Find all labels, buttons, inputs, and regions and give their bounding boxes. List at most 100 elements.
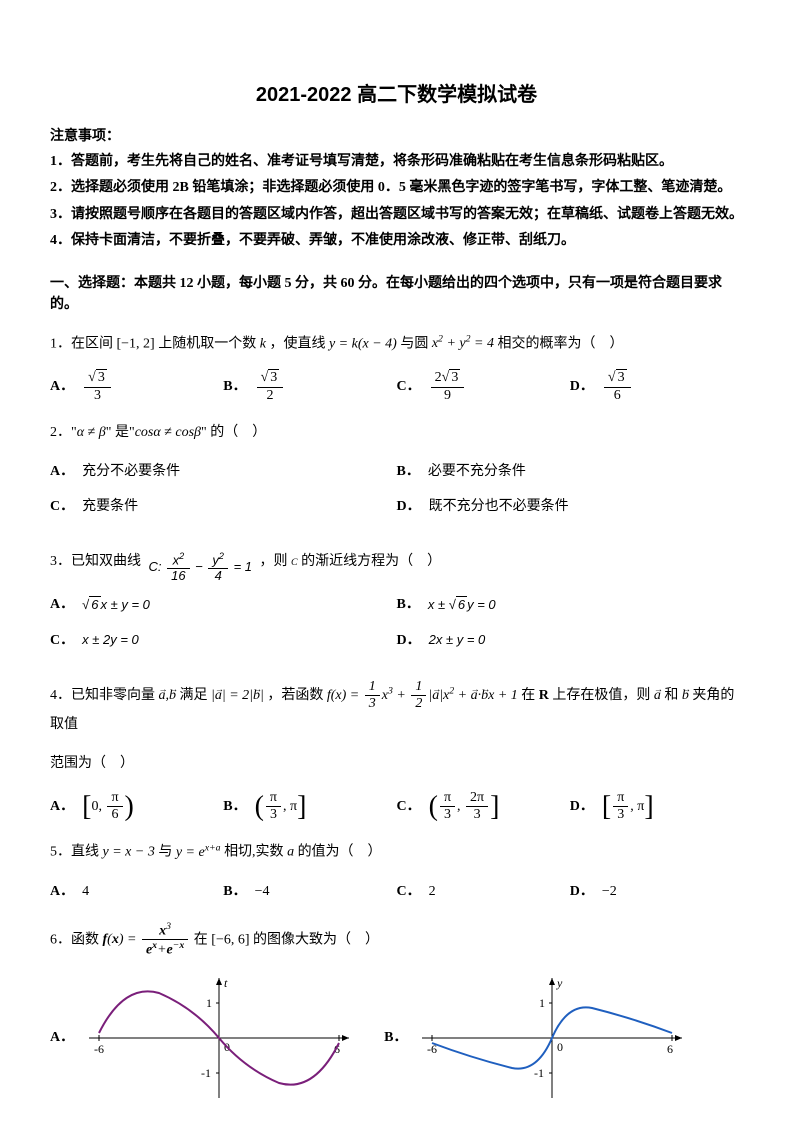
math-vec: b (682, 688, 689, 703)
notice-item: 1．答题前，考生先将自己的姓名、准考证号填写清楚，将条形码准确粘贴在考生信息条形… (50, 151, 743, 173)
q1-stem-part: 相交的概率为（ ） (497, 336, 623, 351)
math-expr: y = ex+a (176, 845, 224, 860)
option-label: B． (397, 592, 420, 617)
q6-stem-part: 在 [−6, 6] 的图像大致为（ ） (194, 932, 379, 947)
question-3: 3．已知双曲线 C: x216 − y24 = 1 ，则 C 的渐近线方程为（ … (50, 545, 743, 663)
q5-stem-part: 5．直线 (50, 845, 99, 860)
svg-text:-1: -1 (201, 1066, 211, 1080)
option-c: C． 充要条件 (50, 494, 397, 519)
notice-item: 2．选择题必须使用 2B 铅笔填涂；非选择题必须使用 0．5 毫米黑色字迹的签字… (50, 177, 743, 199)
option-label: C． (397, 794, 421, 819)
option-label: C． (397, 374, 421, 399)
option-label: D． (570, 374, 594, 399)
option-label: A． (50, 459, 74, 484)
notice-item: 3．请按照题号顺序在各题目的答题区域内作答，超出答题区域书写的答案无效；在草稿纸… (50, 204, 743, 226)
chart-row: A． 1 -1 -6 6 t 0 B． (50, 973, 743, 1103)
math-frac: 32 (257, 370, 284, 403)
option-text: −2 (602, 879, 617, 904)
option-b: B． 必要不充分条件 (397, 459, 744, 484)
svg-text:6: 6 (667, 1042, 673, 1056)
option-label: B． (223, 374, 246, 399)
option-text: 充要条件 (82, 494, 138, 519)
section-header: 一、选择题：本题共 12 小题，每小题 5 分，共 60 分。在每小题给出的四个… (50, 273, 743, 315)
option-label: B． (397, 459, 420, 484)
math-expr: 2x ± y = 0 (429, 628, 486, 651)
option-a: A．充分不必要条件 (50, 459, 397, 484)
math-var: k (260, 336, 270, 351)
q3-stem-part: ，则 (260, 554, 288, 569)
option-label: B． (223, 794, 246, 819)
q1-stem-part: ，使直线 (269, 336, 325, 351)
math-expr: f(x) = x3ex+e−x (103, 932, 194, 947)
q1-stem-part: 1．在区间 [−1, 2] 上随机取一个数 (50, 336, 256, 351)
q3-stem-part: 3．已知双曲线 (50, 554, 141, 569)
option-c: C． 2 (397, 879, 570, 904)
chart-b: 1 -1 -6 6 y 0 (417, 973, 687, 1103)
q4-stem-part: ，若函数 (267, 688, 323, 703)
math-var: C (291, 557, 298, 568)
math-expr: y = k(x − 4) (329, 336, 400, 351)
option-d: D． 36 (570, 370, 743, 403)
notice-item: 4．保持卡面清洁，不要折叠，不要弄破、弄皱，不准使用涂改液、修正带、刮纸刀。 (50, 230, 743, 252)
option-label: B． (223, 879, 246, 904)
option-label: C． (50, 494, 74, 519)
option-d: D． −2 (570, 879, 743, 904)
option-c: C． (π3, 2π3] (397, 790, 570, 823)
option-label: C． (397, 879, 421, 904)
svg-text:1: 1 (539, 996, 545, 1010)
chart-a: 1 -1 -6 6 t 0 (84, 973, 354, 1103)
option-label: C． (50, 628, 74, 653)
option-a: A．4 (50, 879, 223, 904)
q4-stem-part: 在 R 上存在极值，则 (521, 688, 650, 703)
option-a: A． 33 (50, 370, 223, 403)
option-label: A． (50, 374, 74, 399)
option-c: C． 239 (397, 370, 570, 403)
notice-header: 注意事项： (50, 126, 743, 147)
question-1: 1．在区间 [−1, 2] 上随机取一个数 k ，使直线 y = k(x − 4… (50, 331, 743, 404)
math-expr: x ± 2y = 0 (82, 628, 139, 651)
q3-stem-part: 的渐近线方程为（ ） (301, 554, 441, 569)
option-label: D． (397, 494, 421, 519)
q4-stem-line2: 范围为（ ） (50, 751, 743, 776)
option-b: B．−4 (223, 879, 396, 904)
math-vec: a,b (159, 688, 180, 703)
question-2: 2．"α ≠ β" 是"cosα ≠ cosβ" 的（ ） A．充分不必要条件 … (50, 420, 743, 530)
q5-stem-part: 的值为（ ） (298, 845, 382, 860)
question-5: 5．直线 y = x − 3 与 y = ex+a 相切,实数 a 的值为（ ）… (50, 839, 743, 904)
svg-text:1: 1 (206, 996, 212, 1010)
option-text: 必要不充分条件 (428, 459, 526, 484)
math-expr: x2 + y2 = 4 (432, 336, 498, 351)
option-label: A． (50, 592, 74, 617)
option-b-chart: B． 1 -1 -6 6 y 0 (384, 973, 687, 1103)
option-c: C． x ± 2y = 0 (50, 628, 397, 653)
option-b: B．x ± 6y = 0 (397, 592, 744, 617)
option-d: D． [π3, π] (570, 790, 743, 823)
svg-text:-1: -1 (534, 1066, 544, 1080)
q4-stem-part: 4．已知非零向量 (50, 688, 155, 703)
math-interval: [π3, π] (602, 790, 654, 823)
q4-stem-part: 满足 (180, 688, 208, 703)
option-a-chart: A． 1 -1 -6 6 t 0 (50, 973, 354, 1103)
math-expr: f(x) = 13x3 + 12|a|x2 + a·bx + 1 (327, 688, 521, 703)
math-vec: a (654, 688, 661, 703)
option-d: D． 既不充分也不必要条件 (397, 494, 744, 519)
option-text: 既不充分也不必要条件 (429, 494, 569, 519)
math-interval: (π3, π] (255, 790, 307, 823)
option-text: 2 (429, 879, 436, 904)
math-interval: [0, π6) (82, 790, 134, 823)
question-6: 6．函数 f(x) = x3ex+e−x 在 [−6, 6] 的图像大致为（ ）… (50, 921, 743, 1104)
option-b: B． 32 (223, 370, 396, 403)
page-title: 2021-2022 高二下数学模拟试卷 (50, 80, 743, 110)
option-label: A． (50, 794, 74, 819)
math-frac: 36 (604, 370, 631, 403)
math-expr: 6x ± y = 0 (82, 593, 150, 616)
question-4: 4．已知非零向量 a,b 满足 |a| = 2|b| ，若函数 f(x) = 1… (50, 679, 743, 824)
q2-stem: 2．"α ≠ β" 是"cosα ≠ cosβ" 的（ ） (50, 420, 743, 445)
notice-list: 1．答题前，考生先将自己的姓名、准考证号填写清楚，将条形码准确粘贴在考生信息条形… (50, 151, 743, 253)
option-a: A． 6x ± y = 0 (50, 592, 397, 617)
math-var: a (287, 845, 298, 860)
math-interval: (π3, 2π3] (429, 790, 500, 823)
option-d: D．2x ± y = 0 (397, 628, 744, 653)
math-hyperbola: C: x216 − y24 = 1 (149, 551, 253, 584)
option-label: D． (570, 879, 594, 904)
